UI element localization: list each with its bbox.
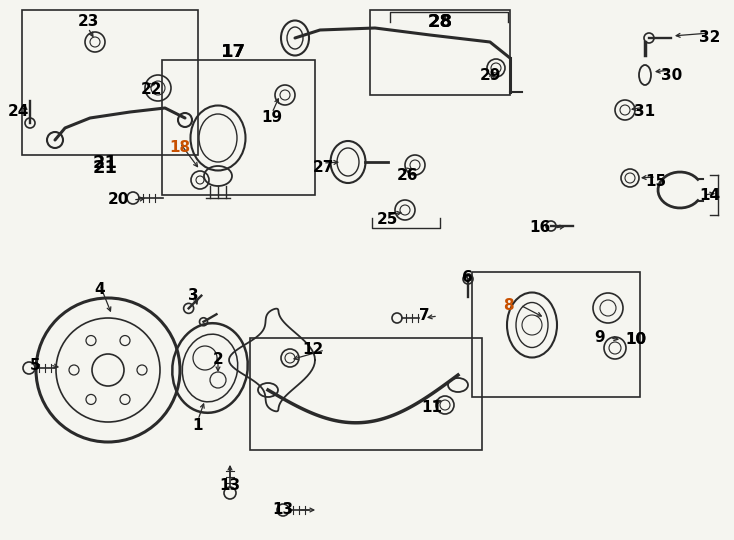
Text: 11: 11 <box>421 401 443 415</box>
Text: 22: 22 <box>141 83 163 98</box>
Bar <box>472 272 640 397</box>
Text: 18: 18 <box>170 140 191 156</box>
Bar <box>162 60 315 195</box>
Text: 6: 6 <box>462 271 473 286</box>
Text: 31: 31 <box>634 105 655 119</box>
Text: 21: 21 <box>92 159 117 177</box>
Text: 4: 4 <box>95 282 105 298</box>
Text: 25: 25 <box>377 213 398 227</box>
Text: 2: 2 <box>213 353 223 368</box>
Text: 16: 16 <box>529 220 550 235</box>
Text: 17: 17 <box>220 43 245 61</box>
Bar <box>370 10 510 95</box>
Text: 27: 27 <box>312 160 334 176</box>
Text: 9: 9 <box>595 330 606 346</box>
Text: 3: 3 <box>188 287 198 302</box>
Text: 30: 30 <box>661 68 683 83</box>
Text: 20: 20 <box>107 192 128 207</box>
Text: 28: 28 <box>427 13 453 31</box>
Text: 29: 29 <box>479 68 501 83</box>
Bar <box>250 338 482 450</box>
Text: 26: 26 <box>396 167 418 183</box>
Text: 8: 8 <box>503 298 513 313</box>
Text: 12: 12 <box>302 342 324 357</box>
Text: 15: 15 <box>645 174 666 190</box>
Text: 13: 13 <box>219 477 241 492</box>
Text: 14: 14 <box>700 187 721 202</box>
Text: 5: 5 <box>29 357 40 373</box>
Bar <box>22 10 198 155</box>
Text: 13: 13 <box>272 503 294 517</box>
Text: 28: 28 <box>427 13 453 31</box>
Text: 24: 24 <box>7 105 29 119</box>
Text: 17: 17 <box>220 43 245 61</box>
Text: 10: 10 <box>625 333 647 348</box>
Text: 19: 19 <box>261 111 283 125</box>
Text: 7: 7 <box>418 308 429 323</box>
Text: 21: 21 <box>92 154 117 172</box>
Text: 1: 1 <box>193 417 203 433</box>
Text: 32: 32 <box>700 30 721 45</box>
Text: 23: 23 <box>77 15 98 30</box>
Text: 10: 10 <box>625 333 647 348</box>
